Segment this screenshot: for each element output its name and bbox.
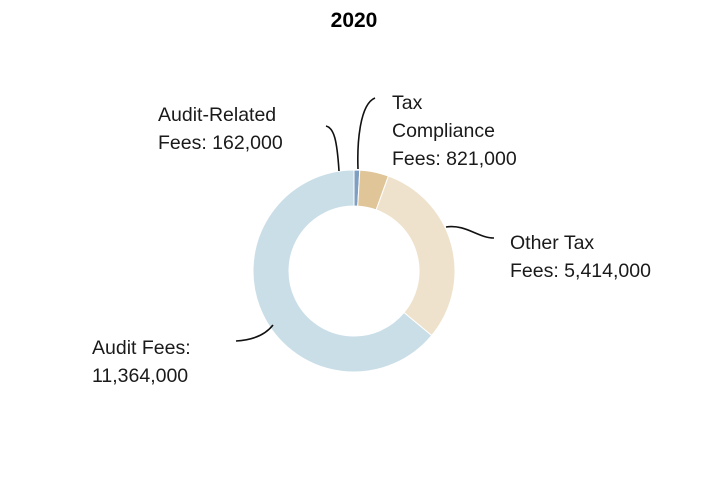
leader-line-other-tax-fees <box>445 225 495 239</box>
slice-other-tax-fees <box>375 175 456 337</box>
slice-labels: Audit Fees: 11,364,000 Audit-Related Fees: … <box>92 92 651 387</box>
label-line: Audit Fees: <box>92 337 191 359</box>
label-line: Fees: 5,414,000 <box>510 260 651 282</box>
label-line: Fees: 821,000 <box>392 148 517 170</box>
label-line: Audit-Related <box>158 104 276 126</box>
label-line: Other Tax <box>510 232 594 254</box>
label-line: Compliance <box>392 120 495 142</box>
label-line: Tax <box>392 92 423 114</box>
leader-lines <box>235 97 495 342</box>
leader-line-tax-compliance-fees <box>357 97 376 170</box>
label-other-tax-fees: Other Tax Fees: 5,414,000 <box>510 232 651 282</box>
label-audit-fees: Audit Fees: 11,364,000 <box>92 337 191 387</box>
label-audit-related-fees: Audit-Related Fees: 162,000 <box>158 104 283 154</box>
donut-slices <box>252 169 456 373</box>
label-line: 11,364,000 <box>92 365 188 387</box>
leader-line-audit-related-fees <box>325 125 340 172</box>
label-tax-compliance-fees: Tax Compliance Fees: 821,000 <box>392 92 517 170</box>
label-line: Fees: 162,000 <box>158 132 283 154</box>
chart-title: 2020 <box>331 9 378 32</box>
slice-audit-fees <box>252 169 433 373</box>
leader-line-audit-fees <box>235 324 274 342</box>
